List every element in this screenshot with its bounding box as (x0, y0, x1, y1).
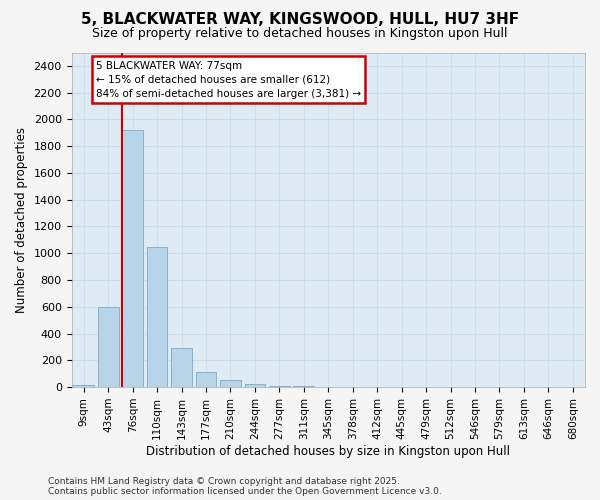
Bar (122, 130, 143, 387)
Y-axis label: Number of detached properties: Number of detached properties (15, 127, 28, 313)
Bar (147, 246, 167, 387)
Bar (220, 380, 241, 387)
Bar (171, 348, 192, 387)
Bar (245, 384, 265, 387)
Text: 5, BLACKWATER WAY, KINGSWOOD, HULL, HU7 3HF: 5, BLACKWATER WAY, KINGSWOOD, HULL, HU7 … (81, 12, 519, 28)
X-axis label: Distribution of detached houses by size in Kingston upon Hull: Distribution of detached houses by size … (146, 444, 510, 458)
Text: Contains HM Land Registry data © Crown copyright and database right 2025.
Contai: Contains HM Land Registry data © Crown c… (48, 476, 442, 496)
Bar (293, 386, 314, 387)
Bar (269, 386, 290, 387)
Bar (98, 307, 119, 387)
Bar (73, 385, 94, 387)
Bar (196, 372, 217, 387)
Text: Size of property relative to detached houses in Kingston upon Hull: Size of property relative to detached ho… (92, 28, 508, 40)
Text: 5 BLACKWATER WAY: 77sqm
← 15% of detached houses are smaller (612)
84% of semi-d: 5 BLACKWATER WAY: 77sqm ← 15% of detache… (96, 60, 361, 98)
